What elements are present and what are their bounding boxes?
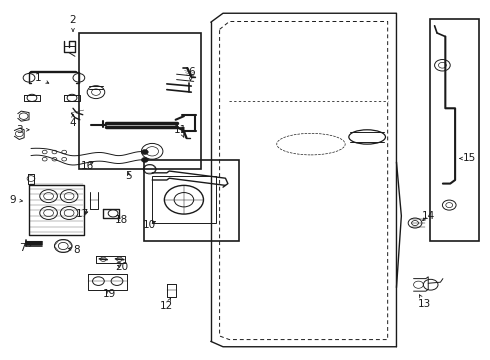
Text: 9: 9: [10, 195, 23, 205]
Text: 17: 17: [76, 209, 89, 219]
Text: 20: 20: [115, 262, 128, 272]
Circle shape: [142, 157, 148, 162]
Text: 3: 3: [16, 125, 29, 135]
Text: 18: 18: [115, 215, 128, 225]
Text: 15: 15: [460, 153, 476, 163]
Text: 4: 4: [70, 114, 76, 128]
Text: 11: 11: [174, 125, 187, 138]
Text: 12: 12: [160, 298, 173, 311]
Bar: [144, 160, 239, 241]
Text: 2: 2: [70, 15, 76, 31]
Text: 1: 1: [35, 73, 49, 83]
Bar: [79, 33, 201, 169]
Bar: [152, 176, 216, 223]
Text: 7: 7: [20, 243, 32, 253]
Bar: [430, 19, 479, 241]
Text: 8: 8: [69, 245, 80, 255]
Text: 5: 5: [125, 171, 132, 181]
Text: 10: 10: [143, 220, 156, 230]
Text: 6: 6: [188, 67, 195, 81]
Text: 16: 16: [81, 161, 94, 171]
Text: 14: 14: [421, 211, 435, 221]
Circle shape: [142, 149, 148, 154]
Text: 13: 13: [418, 295, 431, 309]
Text: 19: 19: [102, 289, 116, 299]
